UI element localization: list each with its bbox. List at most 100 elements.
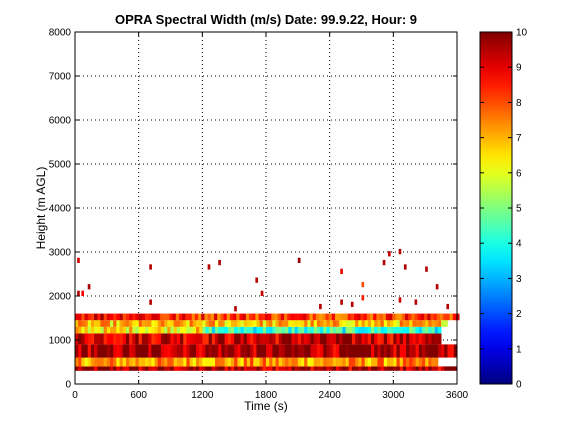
heatmap-cell <box>313 320 318 327</box>
heatmap-cell <box>154 333 159 345</box>
heatmap-cell <box>281 366 286 371</box>
heatmap-cell <box>272 326 276 334</box>
heatmap-cell <box>392 313 396 321</box>
heatmap-cell <box>160 357 165 367</box>
heatmap-cell <box>151 320 155 327</box>
heatmap-cell <box>383 333 388 345</box>
heatmap-cell <box>329 357 334 367</box>
heatmap-cell <box>357 313 361 321</box>
heatmap-cell <box>304 320 308 327</box>
heatmap-cell <box>103 357 108 367</box>
heatmap-cell <box>259 344 264 358</box>
heatmap-cell <box>151 344 155 358</box>
heatmap-cell <box>129 333 133 345</box>
heatmap-cell <box>390 333 394 345</box>
heatmap-cell <box>316 344 321 358</box>
heatmap-cell <box>180 357 184 367</box>
heatmap-cell <box>322 313 326 321</box>
heatmap-cell <box>141 326 146 334</box>
heatmap-cell <box>188 313 193 321</box>
heatmap-cell <box>412 326 417 334</box>
heatmap-cell <box>81 366 85 371</box>
heatmap-cell <box>323 344 327 358</box>
heatmap-cell <box>272 357 276 367</box>
heatmap-cell <box>348 357 353 367</box>
heatmap-cell <box>425 333 429 345</box>
heatmap-cell <box>402 366 407 371</box>
heatmap-cell <box>207 313 212 321</box>
heatmap-cell <box>138 320 143 327</box>
heatmap-cell <box>240 326 245 334</box>
heatmap-cell <box>224 320 229 327</box>
heatmap-cell <box>183 326 187 334</box>
heatmap-cell <box>199 320 203 327</box>
heatmap-cell <box>351 333 356 345</box>
heatmap-cell <box>452 313 457 321</box>
colorbar-ticks: 0 1 2 3 4 5 6 7 8 9 10 <box>480 28 528 391</box>
heatmap-cell <box>437 326 442 334</box>
heatmap-cell <box>246 326 251 334</box>
heatmap-cell <box>122 357 127 367</box>
heatmap-cell <box>336 357 340 367</box>
heatmap-cell <box>75 326 79 334</box>
heatmap-cell <box>421 344 426 358</box>
heatmap-cell <box>237 333 241 345</box>
heatmap-cell <box>332 326 337 334</box>
heatmap-cell <box>259 326 264 334</box>
heatmap-cell <box>367 333 372 345</box>
heatmap-cell <box>205 333 210 345</box>
heatmap-cell <box>355 344 359 358</box>
heatmap-cell <box>420 313 425 321</box>
heatmap-cell <box>253 333 257 345</box>
heatmap-cell <box>287 313 291 321</box>
heatmap-cell <box>237 326 241 334</box>
heatmap-cell <box>221 333 226 345</box>
heatmap-cell <box>307 344 311 358</box>
heatmap-cell <box>202 357 206 367</box>
y-tick-label: 8000 <box>49 28 72 39</box>
heatmap-cell <box>450 366 455 371</box>
heatmap-cell <box>425 344 429 358</box>
heatmap-cell <box>266 320 270 327</box>
heatmap-cell <box>141 320 146 327</box>
heatmap-cell <box>358 326 362 334</box>
heatmap-cell <box>345 333 350 345</box>
heatmap-cell <box>148 320 152 327</box>
heatmap-cell <box>446 313 450 321</box>
heatmap-cell <box>75 333 79 345</box>
heatmap-cell <box>132 366 136 371</box>
heatmap-cell <box>291 320 296 327</box>
heatmap-cell <box>342 357 346 367</box>
heatmap-cell <box>255 313 259 321</box>
heatmap-cell <box>110 333 114 345</box>
heatmap-cell <box>183 366 187 371</box>
heatmap-data <box>75 248 460 371</box>
heatmap-cell <box>84 326 89 334</box>
heatmap-cell <box>256 344 261 358</box>
heatmap-cell <box>437 333 442 345</box>
heatmap-cell <box>100 344 105 358</box>
heatmap-cell <box>132 320 136 327</box>
heatmap-cell <box>157 326 162 334</box>
heatmap-cell <box>303 313 307 321</box>
heatmap-cell <box>135 357 140 367</box>
heatmap-cell <box>151 366 155 371</box>
heatmap-cell <box>323 366 327 371</box>
heatmap-cell <box>307 366 311 371</box>
heatmap-cell <box>332 366 337 371</box>
x-tick-label: 1800 <box>255 390 278 401</box>
heatmap-cell <box>431 357 436 367</box>
heatmap-cell <box>401 313 406 321</box>
heatmap-cell <box>132 357 136 367</box>
heatmap-cell <box>366 313 371 321</box>
heatmap-cell <box>157 333 162 345</box>
heatmap-cell <box>157 313 162 321</box>
heatmap-cell <box>186 344 190 358</box>
heatmap-cell <box>84 344 89 358</box>
axes-ticks: 0 600 1200 1800 2400 3000 3600 0 1000 2000 3000 400… <box>49 28 469 402</box>
heatmap-cell <box>81 290 85 296</box>
heatmap-cell <box>377 344 381 358</box>
heatmap-cell <box>129 357 133 367</box>
heatmap-cell <box>339 357 343 367</box>
heatmap-cell <box>160 344 165 358</box>
